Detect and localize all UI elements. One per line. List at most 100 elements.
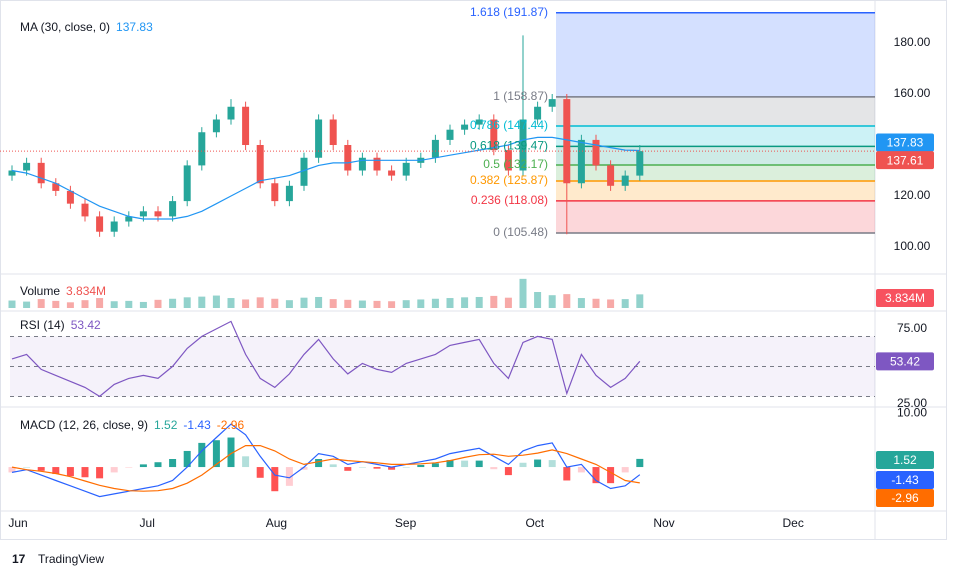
- volume-bar: [212, 295, 220, 308]
- candle-body: [577, 139, 585, 184]
- candle-body: [475, 119, 483, 125]
- volume-bar: [461, 297, 469, 308]
- candle-body: [212, 119, 220, 133]
- macd-hist-badge-bg: [876, 451, 934, 469]
- candle-body: [358, 157, 366, 171]
- volume-bar: [577, 298, 585, 308]
- candle-body: [227, 106, 235, 120]
- candle-body: [431, 139, 439, 158]
- candle-body: [52, 183, 60, 191]
- rsi-badge: 53.42: [890, 354, 920, 368]
- candle-body: [446, 129, 454, 140]
- legend-text: MACD (12, 26, close, 9): [20, 418, 148, 432]
- fib-label: 0.382 (125.87): [470, 173, 548, 187]
- rsi-line: [11, 320, 641, 398]
- candle-body: [256, 145, 264, 184]
- fib-label: 0.5 (132.17): [483, 157, 548, 171]
- macd-histogram-bar: [490, 467, 498, 470]
- logo: 17 TradingView: [12, 552, 104, 566]
- fib-zone: [556, 12, 875, 97]
- x-tick-label: Oct: [525, 516, 544, 530]
- macd-histogram-bar: [52, 467, 60, 475]
- macd-histogram-bar: [621, 467, 629, 473]
- x-tick-label: Sep: [395, 516, 417, 530]
- volume-bar: [563, 294, 571, 308]
- candle-body: [373, 157, 381, 171]
- volume-bar: [373, 300, 381, 308]
- x-tick-label: Nov: [653, 516, 674, 530]
- volume-bar: [285, 300, 293, 308]
- macd-histogram-bar: [475, 460, 483, 468]
- candle-body: [636, 151, 644, 176]
- volume-bar: [388, 301, 396, 308]
- macd-histogram-bar: [242, 456, 250, 468]
- macd-histogram-bar: [534, 459, 542, 468]
- candle-body: [534, 106, 542, 120]
- fib-zone: [556, 181, 875, 201]
- candle-body: [329, 119, 337, 146]
- candle-body: [198, 132, 206, 166]
- candle-body: [242, 106, 250, 146]
- volume-bar: [154, 299, 162, 308]
- candle-body: [388, 170, 396, 176]
- ma-badge: 137.83: [887, 136, 924, 150]
- fib-zone: [556, 200, 875, 234]
- candle-body: [621, 175, 629, 186]
- macd-histogram-bar: [548, 460, 556, 468]
- candle-body: [607, 165, 615, 186]
- macd-histogram-bar: [183, 450, 191, 468]
- candle-body: [110, 221, 118, 232]
- volume-bar: [169, 298, 177, 308]
- volume-bar: [227, 298, 235, 308]
- macd-histogram-bar: [139, 464, 147, 468]
- fib-zone: [556, 126, 875, 147]
- macd-histogram-bar: [417, 464, 425, 468]
- volume-bar: [8, 300, 16, 308]
- y-tick-label: 120.00: [894, 188, 931, 202]
- volume-bar: [475, 296, 483, 308]
- y-tick-label: 100.00: [894, 239, 931, 253]
- volume-bar: [198, 296, 206, 308]
- macd-histogram-bar: [8, 467, 16, 473]
- volume-bar: [358, 300, 366, 308]
- volume-bar: [548, 295, 556, 308]
- y-tick-label: 25.00: [897, 396, 927, 410]
- x-tick-label: Dec: [783, 516, 804, 530]
- volume-bar: [271, 298, 279, 308]
- x-tick-label: Aug: [266, 516, 287, 530]
- macd-histogram-bar: [110, 467, 118, 473]
- candle-body: [285, 185, 293, 202]
- macd-histogram-bar: [461, 460, 469, 468]
- volume-bar: [300, 297, 308, 308]
- candle-body: [344, 145, 352, 171]
- candle-body: [169, 201, 177, 217]
- macd-histogram-bar: [592, 467, 600, 484]
- fib-label: 0 (105.48): [493, 225, 548, 239]
- candle-body: [125, 216, 133, 222]
- volume-bar: [23, 301, 31, 308]
- fib-label: 0.786 (147.44): [470, 118, 548, 132]
- macd-hist-badge: 1.52: [893, 453, 917, 467]
- macd-line: [11, 423, 641, 498]
- macd-histogram-bar: [607, 467, 615, 484]
- macd-histogram-bar: [329, 464, 337, 468]
- macd-histogram-bar: [504, 467, 512, 476]
- volume-bar: [402, 300, 410, 308]
- volume-badge-bg: [876, 289, 934, 307]
- volume-bar: [139, 301, 147, 308]
- macd-histogram-bar: [577, 467, 585, 473]
- candle-body: [96, 216, 104, 232]
- candle-body: [23, 162, 31, 171]
- candle-body: [461, 124, 469, 130]
- legend-text: Volume: [20, 284, 60, 298]
- volume-bar: [52, 300, 60, 308]
- macd-histogram-bar: [636, 458, 644, 468]
- volume-bar: [37, 299, 45, 308]
- macd-histogram-bar: [271, 467, 279, 492]
- macd-badge: -1.43: [891, 473, 919, 487]
- candle-body: [548, 99, 556, 107]
- candle-body: [402, 162, 410, 176]
- volume-bar: [607, 299, 615, 308]
